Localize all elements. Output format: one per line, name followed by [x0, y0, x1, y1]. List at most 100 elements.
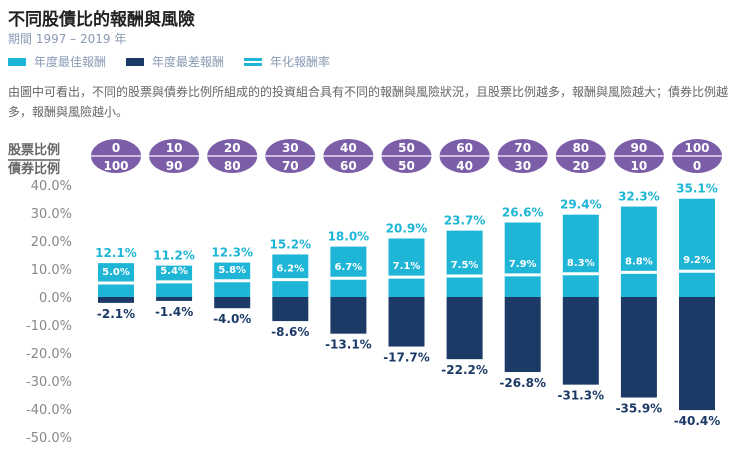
bond-pct: 30 [514, 159, 531, 173]
annual-label: 5.0% [102, 267, 130, 278]
annual-line [562, 272, 599, 276]
annual-label: 7.5% [451, 260, 479, 271]
best-bar [446, 230, 483, 297]
best-bar [504, 222, 541, 297]
annual-label: 6.7% [335, 262, 363, 273]
worst-label: -2.1% [97, 307, 135, 321]
worst-bar [330, 297, 367, 334]
worst-label: -17.7% [383, 351, 430, 365]
legend-label: 年度最佳報酬 [34, 55, 107, 69]
worst-bar [388, 297, 425, 347]
best-label: 35.1% [676, 182, 718, 196]
y-tick-label: -40.0% [26, 403, 72, 418]
stock-pct: 70 [514, 141, 531, 155]
annual-line [504, 273, 541, 277]
stock-pct: 0 [112, 141, 120, 155]
stock-pct: 20 [224, 141, 241, 155]
worst-label: -35.9% [616, 402, 663, 416]
worst-bar [562, 297, 599, 385]
bond-pct: 80 [224, 159, 241, 173]
annual-line [98, 281, 134, 285]
stock-pct: 40 [340, 141, 357, 155]
annual-line [272, 278, 309, 282]
bond-pct: 90 [166, 159, 183, 173]
best-label: 12.3% [211, 246, 253, 260]
best-label: 15.2% [269, 237, 311, 251]
best-label: 11.2% [153, 249, 195, 263]
legend-swatch-best [8, 57, 26, 66]
worst-label: -31.3% [557, 389, 604, 403]
best-label: 29.4% [560, 198, 602, 212]
worst-label: -13.1% [325, 338, 372, 352]
annual-label: 7.1% [393, 261, 421, 272]
annual-label: 5.4% [160, 266, 188, 277]
best-bar [330, 246, 367, 297]
page-title: 不同股債比的報酬與風險 [8, 10, 195, 30]
stock-pct: 100 [684, 141, 709, 155]
legend-label: 年度最差報酬 [152, 55, 225, 69]
stock-pct: 80 [572, 141, 589, 155]
annual-line [679, 269, 715, 273]
bond-ratio-label: 債券比例 [8, 162, 61, 177]
worst-bar [272, 297, 309, 322]
worst-bar [446, 297, 483, 360]
worst-label: -8.6% [271, 325, 309, 339]
best-label: 18.0% [328, 230, 370, 244]
worst-label: -22.2% [441, 363, 488, 377]
bond-pct: 0 [693, 159, 701, 173]
y-tick-label: -10.0% [26, 319, 72, 334]
bond-pct: 40 [456, 159, 473, 173]
best-label: 12.1% [95, 246, 137, 260]
best-label: 32.3% [618, 190, 660, 204]
worst-label: -4.0% [213, 312, 251, 326]
best-label: 23.7% [444, 214, 486, 228]
bond-pct: 70 [282, 159, 299, 173]
y-tick-label: -50.0% [26, 431, 72, 446]
bond-pct: 50 [398, 159, 415, 173]
worst-label: -40.4% [674, 414, 721, 428]
bond-pct: 10 [631, 159, 648, 173]
y-tick-label: 20.0% [31, 235, 72, 250]
description: 由圖中可看出，不同的股票與債券比例所組成的的投資組合具有不同的報酬與風險狀況，且… [8, 85, 729, 119]
y-tick-label: -20.0% [26, 347, 72, 362]
annual-line [156, 280, 193, 284]
bond-pct: 100 [103, 159, 128, 173]
legend: 年度最佳報酬 年度最差報酬 年化報酬率 [8, 53, 362, 70]
annual-label: 9.2% [683, 255, 711, 266]
legend-worst: 年度最差報酬 [126, 53, 244, 70]
annual-line [620, 270, 657, 274]
annual-label: 8.3% [567, 258, 595, 269]
best-bar [272, 254, 309, 297]
legend-best: 年度最佳報酬 [8, 53, 126, 70]
worst-bar [620, 297, 657, 398]
stock-ratio-label: 股票比例 [8, 139, 61, 161]
y-tick-label: 10.0% [31, 263, 72, 278]
worst-bar [98, 297, 134, 303]
bond-pct: 20 [572, 159, 589, 173]
worst-bar [156, 297, 193, 301]
annual-label: 8.8% [625, 256, 653, 267]
stock-pct: 90 [631, 141, 648, 155]
stock-pct: 10 [166, 141, 183, 155]
annual-label: 6.2% [276, 264, 304, 275]
annual-label: 7.9% [509, 259, 537, 270]
y-tick-label: 30.0% [31, 207, 72, 222]
stock-pct: 30 [282, 141, 299, 155]
best-bar [562, 214, 599, 297]
annual-line [388, 275, 425, 279]
annual-label: 5.8% [218, 265, 246, 276]
best-bar [98, 263, 134, 297]
best-label: 20.9% [386, 221, 428, 235]
y-tick-label: -30.0% [26, 375, 72, 390]
legend-label: 年化報酬率 [270, 55, 331, 69]
worst-bar [504, 297, 541, 373]
legend-swatch-worst [126, 57, 144, 66]
stock-pct: 60 [456, 141, 473, 155]
stock-pct: 50 [398, 141, 415, 155]
annual-line [446, 274, 483, 278]
bond-pct: 60 [340, 159, 357, 173]
annual-line [330, 276, 367, 280]
legend-annual: 年化報酬率 [244, 53, 362, 70]
